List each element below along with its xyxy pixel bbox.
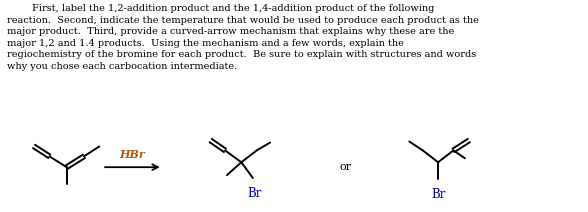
- Text: First, label the 1,2-addition product and the 1,4-addition product of the follow: First, label the 1,2-addition product an…: [7, 4, 479, 71]
- Text: Br: Br: [248, 187, 262, 200]
- Text: Br: Br: [431, 188, 445, 201]
- Text: HBr: HBr: [119, 149, 145, 160]
- Text: or: or: [339, 162, 351, 172]
